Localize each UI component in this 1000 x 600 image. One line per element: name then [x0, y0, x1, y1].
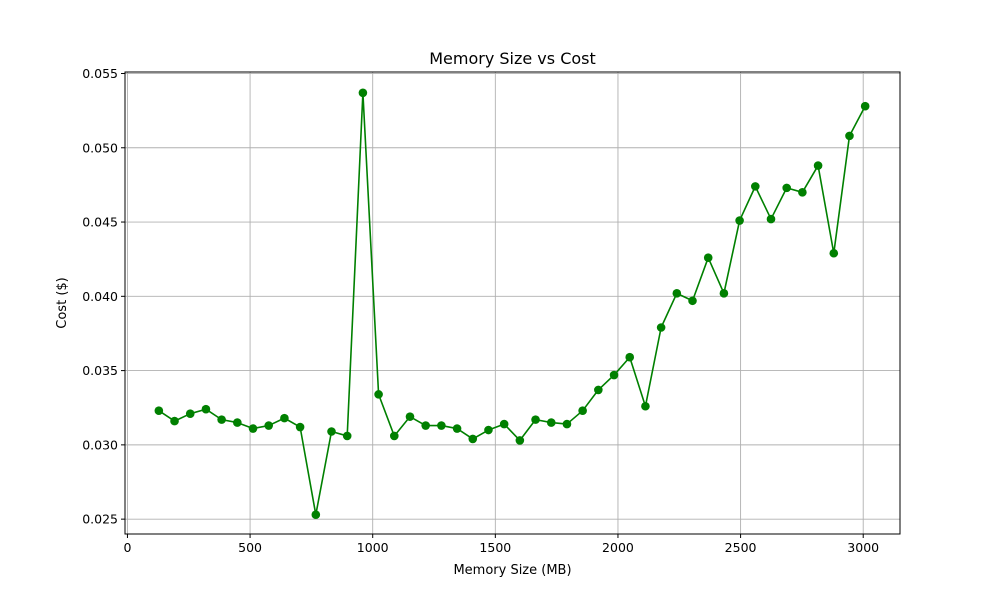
data-point	[845, 131, 854, 141]
y-tick-label: 0.050	[82, 140, 118, 155]
data-point	[201, 404, 211, 414]
data-point	[452, 424, 462, 433]
data-point	[625, 352, 635, 362]
data-point	[468, 434, 478, 444]
data-point	[374, 390, 383, 399]
data-point	[703, 253, 713, 262]
data-point	[656, 323, 666, 332]
data-point	[719, 289, 729, 298]
data-point	[546, 418, 556, 427]
data-point	[641, 401, 650, 411]
data-point	[154, 406, 164, 416]
data-point	[751, 182, 760, 191]
y-tick-label: 0.035	[82, 363, 118, 378]
data-point	[813, 161, 823, 170]
data-point	[248, 424, 258, 433]
chart-title: Memory Size vs Cost	[429, 49, 596, 68]
data-series	[154, 88, 870, 519]
x-tick-label: 0	[123, 540, 131, 555]
data-point	[295, 422, 305, 432]
data-point	[405, 412, 415, 421]
data-point	[484, 425, 493, 435]
series-line	[158, 92, 866, 516]
data-point	[531, 415, 540, 424]
data-point	[358, 88, 368, 98]
data-point	[766, 214, 776, 224]
grid-lines	[125, 72, 900, 534]
data-point	[735, 216, 744, 225]
data-point	[311, 510, 321, 519]
data-point	[798, 188, 807, 197]
data-point	[609, 370, 619, 380]
data-point	[437, 421, 446, 430]
data-point	[421, 421, 430, 430]
y-tick-label: 0.040	[82, 289, 118, 304]
data-point	[578, 406, 587, 416]
data-point	[782, 183, 791, 193]
data-point	[217, 415, 226, 424]
x-tick-label: 2000	[602, 540, 634, 555]
x-tick-label: 1500	[479, 540, 511, 555]
y-tick-label: 0.055	[82, 66, 118, 81]
y-axis-label: Cost ($)	[55, 277, 70, 328]
data-point	[327, 427, 336, 436]
plot-area-frame	[124, 71, 901, 535]
data-point	[672, 289, 682, 298]
data-point	[499, 419, 509, 429]
data-point	[264, 421, 274, 430]
y-tick-label: 0.025	[82, 512, 118, 527]
data-point	[829, 248, 839, 258]
x-tick-label: 1000	[357, 540, 389, 555]
data-point	[280, 413, 289, 423]
data-point	[562, 419, 572, 429]
data-point	[185, 409, 195, 418]
x-tick-label: 2500	[725, 540, 757, 555]
x-tick-label: 3000	[847, 540, 879, 555]
data-point	[860, 101, 870, 111]
x-axis-label: Memory Size (MB)	[453, 563, 571, 578]
axis-ticks: 0 500 1000 1500 2000 2500 3000 0.025 0.030 0.035 0…	[82, 66, 879, 555]
y-tick-label: 0.030	[82, 437, 118, 452]
data-point	[233, 418, 242, 427]
data-point	[594, 385, 603, 395]
x-tick-label: 500	[238, 540, 262, 555]
data-point	[688, 296, 697, 306]
data-point	[515, 436, 525, 445]
data-point	[342, 431, 352, 441]
data-point	[389, 431, 399, 441]
y-tick-label: 0.045	[82, 215, 118, 230]
data-point	[170, 416, 179, 426]
